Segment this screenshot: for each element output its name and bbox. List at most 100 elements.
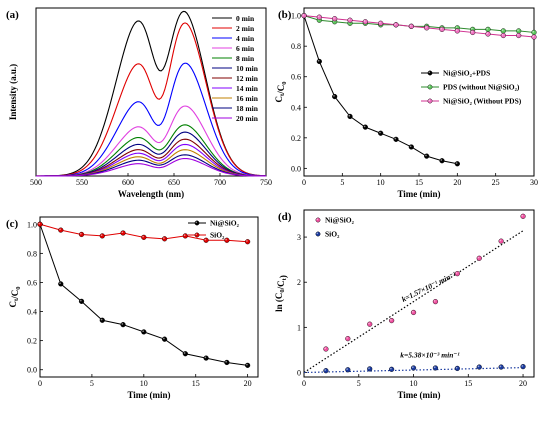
x-tick-label: 600 <box>122 178 134 187</box>
data-point <box>393 22 399 28</box>
data-point-shine <box>411 310 414 313</box>
plot-frame-3 <box>39 216 259 378</box>
x-tick-label: 5 <box>357 379 361 388</box>
legend-marker-d0 <box>315 217 321 223</box>
data-point-dot <box>345 367 351 373</box>
data-point-dot <box>141 234 147 240</box>
data-point-shine <box>501 29 504 32</box>
data-point-shine <box>499 239 502 242</box>
x-tick-label: 20 <box>453 178 461 187</box>
data-point <box>432 299 439 305</box>
data-point <box>345 336 351 342</box>
data-point <box>203 237 209 243</box>
data-point <box>485 26 491 32</box>
data-point-dot <box>362 19 368 25</box>
data-point-dot <box>367 366 373 372</box>
spectrum-20-min <box>35 157 267 177</box>
data-point-shine <box>440 27 443 30</box>
data-point <box>520 364 526 370</box>
legend-label-d1: SiO₂ <box>325 230 340 239</box>
y-tick-label: 0.8 <box>27 249 37 258</box>
data-point-dot <box>476 364 482 370</box>
legend-marker-d0-dot <box>315 217 321 223</box>
data-point <box>323 368 329 374</box>
data-point-dot <box>389 366 395 372</box>
data-point <box>531 34 537 40</box>
y-tick-label: 0.4 <box>27 308 37 317</box>
data-point-shine <box>121 323 124 325</box>
legend-marker-b2-dot <box>427 98 433 104</box>
data-point <box>516 28 522 34</box>
plot-frame-1 <box>35 7 267 177</box>
y-tick-label: 1.0 <box>291 12 301 21</box>
data-point-shine <box>486 27 489 30</box>
x-axis-label: Time (min) <box>397 189 440 199</box>
data-point-shine <box>163 237 165 239</box>
data-point <box>500 32 506 39</box>
data-point-shine <box>317 15 320 18</box>
data-point-shine <box>521 365 524 367</box>
data-point-dot <box>516 32 522 39</box>
data-point <box>367 366 373 372</box>
data-point-dot <box>78 298 85 304</box>
legend-marker-b0-shine <box>428 71 431 74</box>
data-point-dot <box>393 136 399 142</box>
data-point-dot <box>485 31 491 37</box>
rate-constant-sio2: k=5.38×10⁻³ min⁻¹ <box>400 351 459 360</box>
data-point-dot <box>78 231 85 238</box>
data-point-dot <box>408 23 414 29</box>
data-point-shine <box>142 330 144 333</box>
data-point <box>470 29 476 36</box>
data-point <box>531 29 537 36</box>
panel-label-b: (b) <box>278 9 292 21</box>
legend-label-b1: PDS (without Ni@SiO₂) <box>443 83 520 92</box>
data-point <box>58 281 64 287</box>
legend-label-a-3: 6 min <box>236 44 255 53</box>
legend-label-b0: Ni@SiO₂+PDS <box>443 69 490 78</box>
data-point <box>424 25 430 31</box>
data-point-shine <box>79 299 82 302</box>
data-point <box>424 153 430 159</box>
panel-label-c: (c) <box>6 218 19 230</box>
data-point-shine <box>59 228 61 231</box>
y-axis-label: ln (C0/Ct) <box>274 275 288 312</box>
data-point-dot <box>120 322 126 328</box>
data-point <box>410 309 417 316</box>
data-point-shine <box>121 231 124 234</box>
data-point-dot <box>378 130 384 136</box>
data-point-shine <box>317 59 320 62</box>
legend-marker-d1-dot <box>315 231 321 237</box>
data-point-dot <box>245 362 251 368</box>
data-point-dot <box>332 93 338 100</box>
legend-label-a-6: 12 min <box>236 74 259 83</box>
data-point-shine <box>368 322 370 325</box>
data-point <box>332 93 338 100</box>
legend-marker-c1-dot <box>194 232 200 238</box>
y-axis-label: Intensity (a.u.) <box>8 64 18 120</box>
legend-marker-c0 <box>194 220 200 226</box>
y-tick-label: 1 <box>297 323 301 332</box>
data-point <box>120 230 126 236</box>
data-point-shine <box>204 238 207 241</box>
data-point-dot <box>500 28 506 34</box>
legend-label-a-4: 8 min <box>236 54 255 63</box>
y-tick-label: 0.2 <box>27 337 37 346</box>
legend-marker-c1 <box>194 232 200 238</box>
data-point-shine <box>363 125 366 128</box>
data-point-dot <box>531 34 537 40</box>
data-point-dot <box>316 58 322 65</box>
data-point-shine <box>411 366 414 369</box>
x-tick-label: 650 <box>168 178 180 187</box>
data-point <box>245 362 251 368</box>
data-point-dot <box>424 25 430 31</box>
legend-label-a-10: 20 min <box>236 114 259 123</box>
x-tick-label: 15 <box>415 178 423 187</box>
y-tick-label: 0.8 <box>291 42 301 51</box>
legend-marker-d1 <box>315 231 321 237</box>
x-tick-label: 25 <box>492 178 500 187</box>
data-point-shine <box>204 356 207 359</box>
series-line-b1 <box>303 15 535 33</box>
data-point-shine <box>440 159 443 161</box>
data-point-shine <box>302 14 305 16</box>
